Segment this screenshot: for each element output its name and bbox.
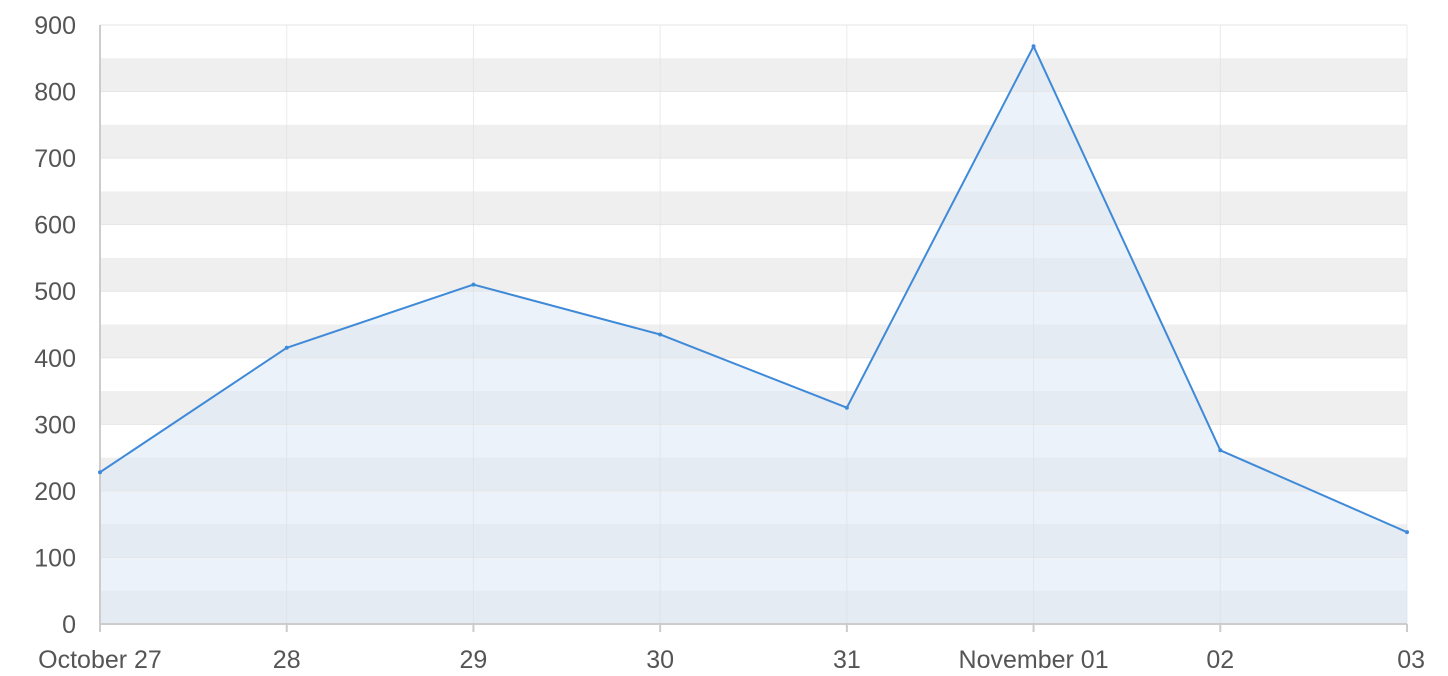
- y-axis-tick-labels: 0 100 200 300 400 500 600 700 800 900: [34, 12, 76, 639]
- y-tick-label: 100: [34, 544, 76, 572]
- grid-band: [100, 257, 1407, 292]
- data-points: [98, 44, 1409, 535]
- x-tick-label: 29: [460, 646, 488, 674]
- x-tick-label: 30: [646, 646, 674, 674]
- grid-band: [100, 191, 1407, 225]
- x-tick-label: 31: [833, 646, 861, 674]
- y-tick-label: 700: [34, 145, 76, 173]
- data-point: [471, 282, 476, 287]
- horizontal-gridlines: [100, 24, 1407, 558]
- data-point: [284, 345, 289, 350]
- x-tick-label: 02: [1206, 646, 1234, 674]
- series-line: [99, 45, 1408, 534]
- y-tick-label: 200: [34, 478, 76, 506]
- grid-band: [100, 124, 1407, 159]
- vertical-gridlines: [286, 25, 1408, 624]
- y-tick-label: 400: [34, 345, 76, 373]
- x-tick-label: November 01: [959, 646, 1109, 674]
- grid-band: [100, 58, 1407, 92]
- data-point: [1405, 530, 1409, 535]
- y-tick-label: 800: [34, 79, 76, 107]
- x-axis-ticks: [99, 624, 1408, 632]
- y-tick-label: 900: [34, 12, 76, 40]
- y-tick-label: 600: [34, 212, 76, 240]
- x-tick-label: 28: [273, 646, 301, 674]
- data-point: [658, 332, 663, 337]
- data-point: [1031, 44, 1036, 49]
- y-tick-label: 0: [62, 611, 76, 639]
- x-tick-label: 03: [1397, 646, 1425, 674]
- y-tick-label: 500: [34, 278, 76, 306]
- series-area-fill: [100, 46, 1407, 624]
- data-point: [844, 405, 849, 410]
- x-tick-label: October 27: [38, 646, 162, 674]
- data-point: [98, 470, 102, 475]
- x-axis-tick-labels: October 27 28 29 30 31 November 01 02 03: [38, 646, 1425, 674]
- y-tick-label: 300: [34, 411, 76, 439]
- data-point: [1218, 448, 1223, 453]
